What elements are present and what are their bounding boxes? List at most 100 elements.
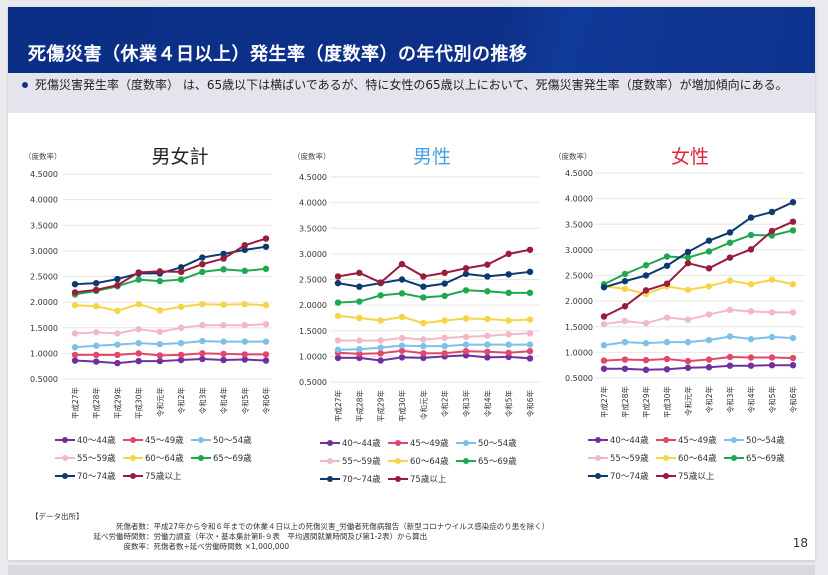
data-point xyxy=(156,307,164,314)
legend-label: 70～74歳 xyxy=(610,471,649,482)
data-point xyxy=(726,362,734,369)
legend-marker xyxy=(731,455,737,461)
data-point xyxy=(377,292,384,299)
data-point xyxy=(93,342,100,349)
data-point xyxy=(726,254,734,261)
source-label: 度数率 xyxy=(123,542,147,551)
data-point xyxy=(220,338,227,345)
legend-marker xyxy=(595,473,601,479)
data-point xyxy=(726,333,734,340)
legend-marker xyxy=(198,437,204,443)
data-point xyxy=(420,354,427,362)
y-tick-label: 2.5000 xyxy=(30,273,58,282)
data-point xyxy=(621,356,629,363)
x-tick-label: 平成29年 xyxy=(641,386,651,419)
y-axis-label: （度数率） xyxy=(554,151,592,161)
x-tick-label: 令和4年 xyxy=(746,386,756,414)
legend-label: 65～69歳 xyxy=(746,453,785,464)
data-point xyxy=(789,361,797,369)
legend-marker xyxy=(663,455,669,461)
data-point xyxy=(600,365,608,372)
x-tick-label: 令和3年 xyxy=(725,386,735,414)
y-tick-label: 3.0000 xyxy=(30,247,58,256)
data-point xyxy=(441,269,448,277)
legend-label: 50～54歳 xyxy=(746,435,785,446)
data-point xyxy=(177,356,185,364)
series-line xyxy=(338,332,531,342)
data-point xyxy=(377,350,384,357)
data-point xyxy=(621,338,629,346)
legend-marker xyxy=(595,455,601,461)
data-point xyxy=(71,344,79,351)
data-point xyxy=(156,340,164,348)
series-line xyxy=(603,220,794,318)
data-point xyxy=(663,262,671,269)
legend-label: 40～44歳 xyxy=(610,435,649,446)
x-tick-label: 令和6年 xyxy=(788,386,798,414)
y-tick-label: 2.5000 xyxy=(299,276,327,285)
data-point xyxy=(642,339,650,347)
data-point xyxy=(356,298,363,305)
data-point xyxy=(420,350,427,357)
data-point xyxy=(93,279,100,287)
series-line xyxy=(74,358,267,365)
data-point xyxy=(177,264,185,271)
header-banner: 死傷災害（休業４日以上）発生率（度数率）の年代別の推移 xyxy=(8,7,815,73)
data-point xyxy=(441,350,448,357)
data-point xyxy=(114,330,121,337)
data-point xyxy=(462,315,470,322)
data-point xyxy=(789,281,797,288)
data-point xyxy=(462,265,470,272)
x-tick-label: 令和6年 xyxy=(525,390,535,418)
legend-label: 60～64歳 xyxy=(410,456,449,467)
data-point xyxy=(334,337,342,344)
data-point xyxy=(621,303,629,310)
y-tick-label: 4.5000 xyxy=(565,169,593,178)
legend-label: 75歳以上 xyxy=(678,471,715,482)
data-point xyxy=(199,321,206,329)
data-point xyxy=(420,294,427,301)
legend-marker xyxy=(327,458,333,464)
data-point xyxy=(663,253,671,260)
data-point xyxy=(177,339,185,347)
data-point xyxy=(114,351,121,359)
legend-marker xyxy=(395,440,401,446)
y-tick-label: 1.0000 xyxy=(299,352,327,361)
data-point xyxy=(220,266,227,273)
legend-label: 50～54歳 xyxy=(478,438,517,449)
data-point xyxy=(241,356,248,363)
data-point xyxy=(726,229,734,236)
data-point xyxy=(356,346,363,353)
data-point xyxy=(684,260,692,267)
data-point xyxy=(262,320,270,328)
legend-label: 40～44歳 xyxy=(342,438,381,449)
legend-label: 75歳以上 xyxy=(145,471,182,482)
data-point xyxy=(505,341,512,348)
data-point xyxy=(398,334,406,342)
data-point xyxy=(71,351,79,359)
source-line-3: 度数率：死傷者数÷延べ労働時間数 ×1,000,000 xyxy=(60,541,460,552)
chart-title: 男性 xyxy=(413,146,451,168)
series-line xyxy=(75,352,266,357)
y-tick-label: 4.5000 xyxy=(30,170,58,179)
data-point xyxy=(377,357,384,364)
source-label: 延べ労働時間数 xyxy=(93,532,147,541)
data-point xyxy=(747,231,755,239)
data-point xyxy=(642,319,650,327)
data-point xyxy=(621,317,629,325)
legend-marker xyxy=(463,458,469,464)
data-point xyxy=(462,333,470,341)
data-point xyxy=(262,265,270,273)
x-tick-label: 平成29年 xyxy=(112,387,122,420)
data-point xyxy=(71,357,79,364)
data-point xyxy=(462,348,470,355)
data-point xyxy=(135,326,142,333)
data-point xyxy=(135,269,142,276)
y-tick-label: 4.0000 xyxy=(299,199,327,208)
data-point xyxy=(93,286,100,294)
data-point xyxy=(220,350,227,358)
data-point xyxy=(484,341,491,348)
legend-marker xyxy=(130,473,136,479)
data-point xyxy=(334,279,342,287)
